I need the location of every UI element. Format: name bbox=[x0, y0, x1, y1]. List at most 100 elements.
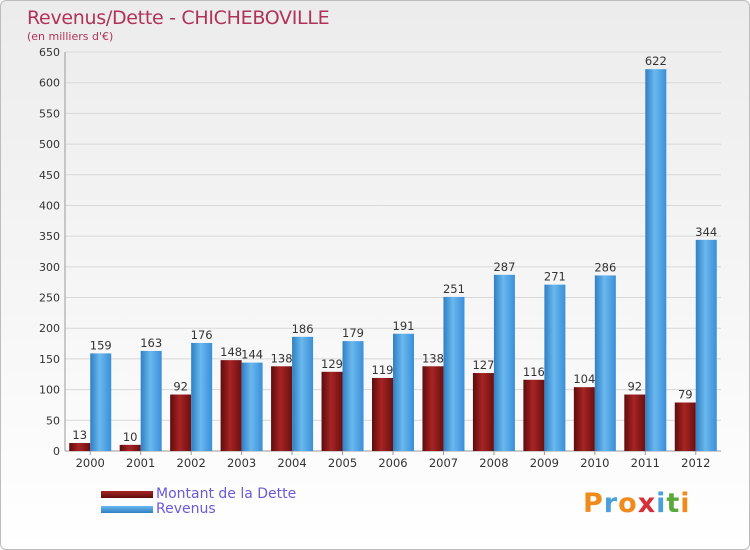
debt-bar bbox=[271, 366, 293, 451]
revenue-value-label: 163 bbox=[140, 336, 162, 350]
y-tick-label: 50 bbox=[46, 414, 60, 427]
y-tick-label: 0 bbox=[53, 445, 60, 458]
revenue-bar bbox=[544, 284, 566, 451]
revenue-bar bbox=[191, 342, 213, 451]
proxiti-logo: Proxiti bbox=[583, 488, 691, 519]
revenue-bar bbox=[493, 274, 515, 451]
y-tick-label: 100 bbox=[39, 384, 60, 397]
debt-value-label: 138 bbox=[422, 351, 444, 365]
revenue-value-label: 191 bbox=[393, 319, 415, 333]
logo-letter: i bbox=[680, 488, 691, 519]
legend-label-debt: Montant de la Dette bbox=[156, 486, 297, 502]
debt-bar bbox=[422, 366, 444, 451]
debt-value-label: 92 bbox=[627, 380, 642, 394]
debt-value-label: 116 bbox=[523, 365, 545, 379]
legend-swatch-revenue bbox=[101, 506, 153, 513]
chart-title: Revenus/Dette - CHICHEBOVILLE bbox=[27, 7, 330, 29]
y-tick-label: 650 bbox=[39, 46, 60, 59]
revenue-value-label: 159 bbox=[90, 338, 112, 352]
debt-value-label: 104 bbox=[573, 372, 595, 386]
debt-bar bbox=[472, 373, 494, 451]
revenue-bar bbox=[241, 362, 263, 451]
debt-value-label: 10 bbox=[123, 430, 138, 444]
x-tick-label: 2009 bbox=[530, 456, 559, 470]
x-tick-label: 2001 bbox=[126, 456, 155, 470]
revenue-value-label: 344 bbox=[695, 225, 717, 239]
x-tick-label: 2005 bbox=[328, 456, 357, 470]
y-tick-label: 200 bbox=[39, 322, 60, 335]
y-tick-label: 500 bbox=[39, 138, 60, 151]
debt-value-label: 148 bbox=[220, 345, 242, 359]
debt-bar bbox=[119, 444, 141, 451]
x-tick-label: 2010 bbox=[580, 456, 609, 470]
x-tick-label: 2012 bbox=[681, 456, 710, 470]
debt-bar bbox=[674, 402, 696, 451]
x-tick-label: 2000 bbox=[76, 456, 105, 470]
debt-value-label: 92 bbox=[173, 380, 188, 394]
revenue-value-label: 186 bbox=[292, 322, 314, 336]
revenue-bar bbox=[645, 69, 667, 452]
bars-layer bbox=[69, 69, 717, 452]
x-tick-label: 2003 bbox=[227, 456, 256, 470]
debt-bar bbox=[624, 394, 646, 451]
debt-bar bbox=[170, 394, 192, 451]
logo-letter: i bbox=[656, 488, 667, 519]
revenue-bar bbox=[292, 336, 314, 451]
debt-bar bbox=[523, 379, 545, 451]
debt-value-label: 138 bbox=[271, 351, 293, 365]
x-tick-label: 2008 bbox=[479, 456, 508, 470]
revenue-bar bbox=[140, 350, 162, 451]
revenue-bar bbox=[594, 275, 616, 451]
x-tick-label: 2002 bbox=[177, 456, 206, 470]
revenue-bar bbox=[342, 341, 364, 451]
chart-subtitle: (en milliers d'€) bbox=[27, 30, 114, 43]
revenue-value-label: 271 bbox=[544, 270, 566, 284]
y-tick-label: 600 bbox=[39, 77, 60, 90]
x-tick-label: 2004 bbox=[277, 456, 306, 470]
debt-bar bbox=[69, 443, 91, 451]
logo-letter: o bbox=[618, 488, 638, 519]
x-tick-label: 2011 bbox=[631, 456, 660, 470]
legend-item-revenue: Revenus bbox=[101, 502, 296, 517]
logo-letter: x bbox=[637, 488, 657, 519]
revenue-value-label: 176 bbox=[191, 328, 213, 342]
x-tick-label: 2007 bbox=[429, 456, 458, 470]
logo-letter: t bbox=[666, 488, 681, 519]
y-tick-label: 150 bbox=[39, 353, 60, 366]
y-tick-label: 350 bbox=[39, 230, 60, 243]
debt-bar bbox=[372, 377, 393, 451]
debt-value-label: 79 bbox=[678, 388, 693, 402]
labels-layer: 0 50 100 150 200 250 300 350 400 450 500 550 600 650 1… bbox=[39, 46, 717, 470]
y-tick-label: 550 bbox=[39, 107, 60, 120]
debt-bar bbox=[220, 360, 242, 451]
debt-value-label: 13 bbox=[72, 428, 87, 442]
revenue-value-label: 179 bbox=[342, 326, 364, 340]
revenue-value-label: 144 bbox=[241, 348, 263, 362]
revenue-value-label: 251 bbox=[443, 282, 465, 296]
legend-item-debt: Montant de la Dette bbox=[101, 487, 296, 502]
debt-value-label: 119 bbox=[372, 363, 394, 377]
debt-bar bbox=[573, 387, 595, 451]
legend-label-revenue: Revenus bbox=[156, 501, 216, 517]
legend: Montant de la Dette Revenus bbox=[101, 487, 296, 517]
debt-value-label: 127 bbox=[472, 358, 494, 372]
y-tick-label: 250 bbox=[39, 292, 60, 305]
legend-swatch-debt bbox=[101, 491, 153, 498]
logo-letter: P bbox=[583, 488, 604, 519]
revenue-bar bbox=[90, 353, 112, 451]
debt-value-label: 129 bbox=[321, 357, 343, 371]
revenue-bar bbox=[695, 239, 717, 451]
y-tick-label: 400 bbox=[39, 199, 60, 212]
y-tick-label: 450 bbox=[39, 169, 60, 182]
revenue-value-label: 287 bbox=[493, 260, 515, 274]
revenue-value-label: 286 bbox=[594, 260, 616, 274]
logo-letter: r bbox=[603, 488, 619, 519]
debt-bar bbox=[321, 371, 343, 451]
y-tick-label: 300 bbox=[39, 261, 60, 274]
revenue-bar bbox=[393, 333, 414, 451]
x-tick-label: 2006 bbox=[378, 456, 407, 470]
revenue-bar bbox=[443, 296, 465, 451]
revenue-value-label: 622 bbox=[645, 54, 667, 68]
